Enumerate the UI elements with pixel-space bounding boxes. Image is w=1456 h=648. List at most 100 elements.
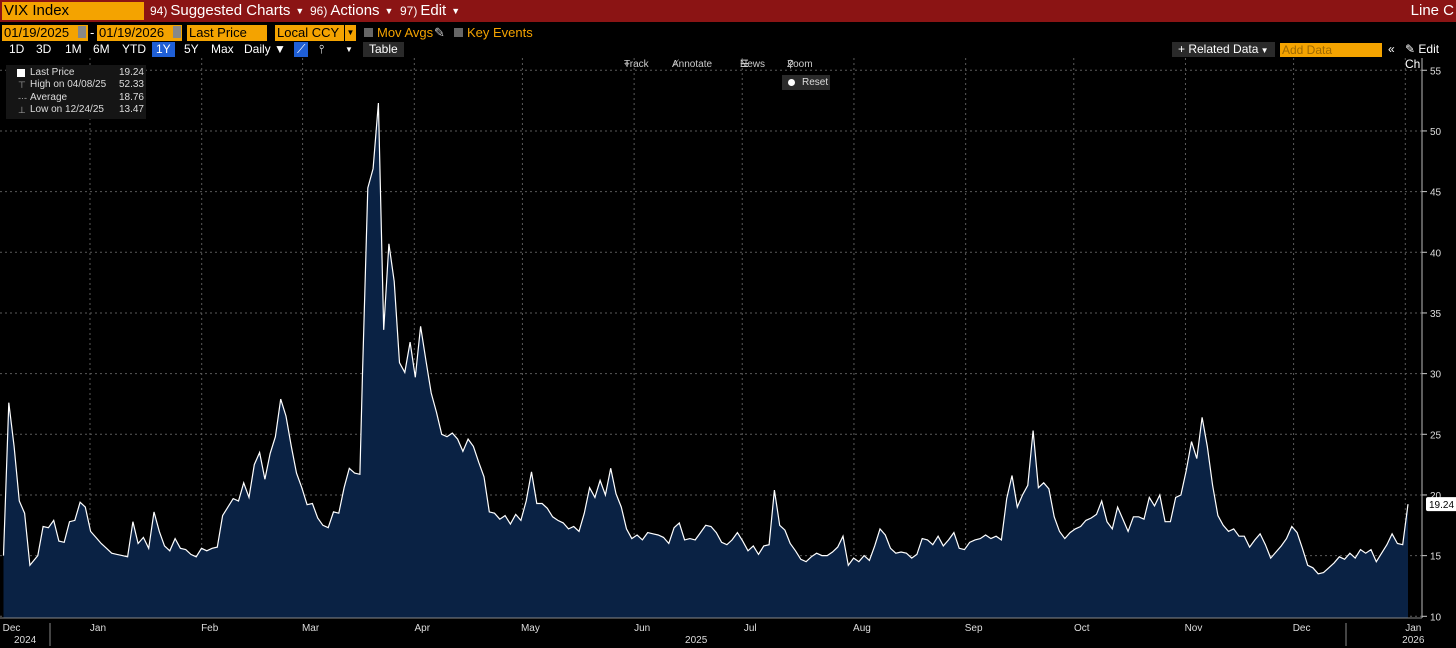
low-marker-icon: ⊥ xyxy=(18,105,26,115)
suggested-charts-menu[interactable]: 94) Suggested Charts ▼ xyxy=(150,2,304,20)
x-tick-label: Jul xyxy=(744,623,757,634)
x-tick-label: Aug xyxy=(853,623,871,634)
x-tick-label: Jan xyxy=(90,623,106,634)
period-6m[interactable]: 6M xyxy=(93,42,110,56)
x-tick-label: Jan xyxy=(1405,623,1421,634)
pencil-icon[interactable]: ✎ xyxy=(434,25,445,40)
y-tick-label: 25 xyxy=(1430,430,1442,441)
edit-chart-label: Edit Ch xyxy=(1405,42,1440,71)
high-marker-icon: ⊤ xyxy=(18,80,26,90)
x-year-label: 2024 xyxy=(14,635,37,646)
y-tick-label: 15 xyxy=(1430,552,1442,563)
period-ytd[interactable]: YTD xyxy=(122,42,146,56)
y-tick-label: 40 xyxy=(1430,248,1442,259)
chevron-down-icon[interactable]: ▼ xyxy=(344,25,356,41)
period-3d[interactable]: 3D xyxy=(36,42,52,56)
x-axis: Dec Jan Feb Mar Apr May Jun Jul Aug Sep Oct Nov Dec J… xyxy=(0,617,1425,646)
mov-avgs-label: Mov Avgs xyxy=(377,25,434,40)
ticker-field[interactable]: VIX Index xyxy=(2,2,144,20)
x-tick-label: Feb xyxy=(201,623,219,634)
y-tick-label: 20 xyxy=(1430,491,1442,502)
table-button[interactable]: Table xyxy=(363,42,404,57)
x-tick-label: Dec xyxy=(3,623,21,634)
legend-value: 19.24 xyxy=(118,67,144,78)
last-price-label: 19.24 xyxy=(1429,500,1454,511)
x-tick-label: May xyxy=(521,623,540,634)
track-label: Track xyxy=(624,59,649,70)
menu-number: 97) xyxy=(400,4,418,18)
calendar-icon[interactable] xyxy=(78,26,86,38)
legend-low: ⊥ Low on 12/24/25 13.47 xyxy=(6,104,146,116)
mov-avgs-checkbox[interactable] xyxy=(364,28,373,37)
news-label: News xyxy=(740,59,766,70)
menu-label: Actions xyxy=(330,2,380,19)
pencil-icon: ⟋ xyxy=(672,59,679,70)
title-bar: VIX Index 94) Suggested Charts ▼ 96) Action… xyxy=(0,0,1456,22)
legend-value: 13.47 xyxy=(118,104,144,115)
legend-value: 18.76 xyxy=(118,92,144,103)
related-data-label: Related Data xyxy=(1188,42,1259,56)
end-date-field[interactable]: 01/19/2026 xyxy=(97,25,182,41)
reset-label: Reset xyxy=(802,77,829,88)
legend-last-price: Last Price 19.24 xyxy=(6,67,146,79)
add-data-input[interactable]: Add Data xyxy=(1280,43,1382,57)
menu-label: Edit xyxy=(420,2,447,19)
bar-chart-icon[interactable]: ⫯ xyxy=(319,42,325,56)
y-tick-label: 45 xyxy=(1430,188,1442,199)
plus-icon: + xyxy=(1178,42,1189,56)
x-tick-label: Apr xyxy=(415,623,431,634)
key-events-checkbox[interactable] xyxy=(454,28,463,37)
reset-icon xyxy=(788,79,795,86)
chevron-down-icon[interactable]: ▼ xyxy=(345,45,353,54)
chart-type-title: Line C xyxy=(1410,2,1454,19)
news-icon: ☰ xyxy=(740,59,749,70)
collapse-icon[interactable]: « xyxy=(1388,42,1395,56)
y-tick-label: 55 xyxy=(1430,66,1442,77)
date-separator: - xyxy=(90,25,95,40)
legend-label: Average xyxy=(30,92,68,103)
edit-menu[interactable]: 97) Edit ▼ xyxy=(400,2,460,20)
legend-label: High on 04/08/25 xyxy=(30,79,107,90)
chevron-down-icon: ▼ xyxy=(1258,46,1269,55)
chevron-down-icon: ▼ xyxy=(274,42,286,56)
y-axis: 10 15 20 25 30 35 40 45 50 55 xyxy=(1421,58,1442,623)
legend-label: Low on 12/24/25 xyxy=(30,104,104,115)
period-1d[interactable]: 1D xyxy=(9,42,25,56)
annotate-label: Annotate xyxy=(672,59,713,70)
menu-label: Suggested Charts xyxy=(170,2,291,19)
related-data-button[interactable]: + Related Data ▼ xyxy=(1172,42,1275,57)
menu-number: 94) xyxy=(150,4,168,18)
y-tick-label: 30 xyxy=(1430,370,1442,381)
chevron-down-icon: ▼ xyxy=(384,6,394,16)
period-1m[interactable]: 1M xyxy=(65,42,82,56)
y-tick-label: 35 xyxy=(1430,309,1442,320)
x-tick-label: Sep xyxy=(965,623,983,634)
period-5y[interactable]: 5Y xyxy=(184,42,199,56)
average-marker-icon: -·- xyxy=(18,93,27,103)
chevron-down-icon: ▼ xyxy=(451,6,461,16)
price-field-select[interactable]: Last Price xyxy=(187,25,267,41)
x-tick-label: Dec xyxy=(1293,623,1311,634)
x-tick-label: Oct xyxy=(1074,623,1090,634)
frequency-label: Daily xyxy=(244,42,271,56)
menu-number: 96) xyxy=(310,4,328,18)
crosshair-icon: ⌖ xyxy=(624,59,630,70)
edit-chart-button[interactable]: ✎ Edit Ch xyxy=(1405,42,1456,71)
x-tick-label: Jun xyxy=(634,623,650,634)
chart-legend: Last Price 19.24 ⊤ High on 04/08/25 52.3… xyxy=(6,65,146,119)
magnifier-icon: ⚲ xyxy=(787,59,795,70)
series-swatch xyxy=(17,69,25,77)
calendar-icon[interactable] xyxy=(173,26,181,38)
legend-label: Last Price xyxy=(30,67,75,78)
line-chart-icon[interactable]: ⟋ xyxy=(294,42,309,57)
actions-menu[interactable]: 96) Actions ▼ xyxy=(310,2,393,20)
period-1y[interactable]: 1Y xyxy=(152,42,175,57)
reset-button[interactable]: Reset xyxy=(782,75,830,90)
frequency-select[interactable]: Daily ▼ xyxy=(244,42,286,57)
period-max[interactable]: Max xyxy=(211,42,234,56)
start-date-field[interactable]: 01/19/2025 xyxy=(2,25,88,41)
price-line xyxy=(2,102,1409,575)
x-tick-label: Mar xyxy=(302,623,320,634)
currency-select[interactable]: Local CCY xyxy=(275,25,345,41)
